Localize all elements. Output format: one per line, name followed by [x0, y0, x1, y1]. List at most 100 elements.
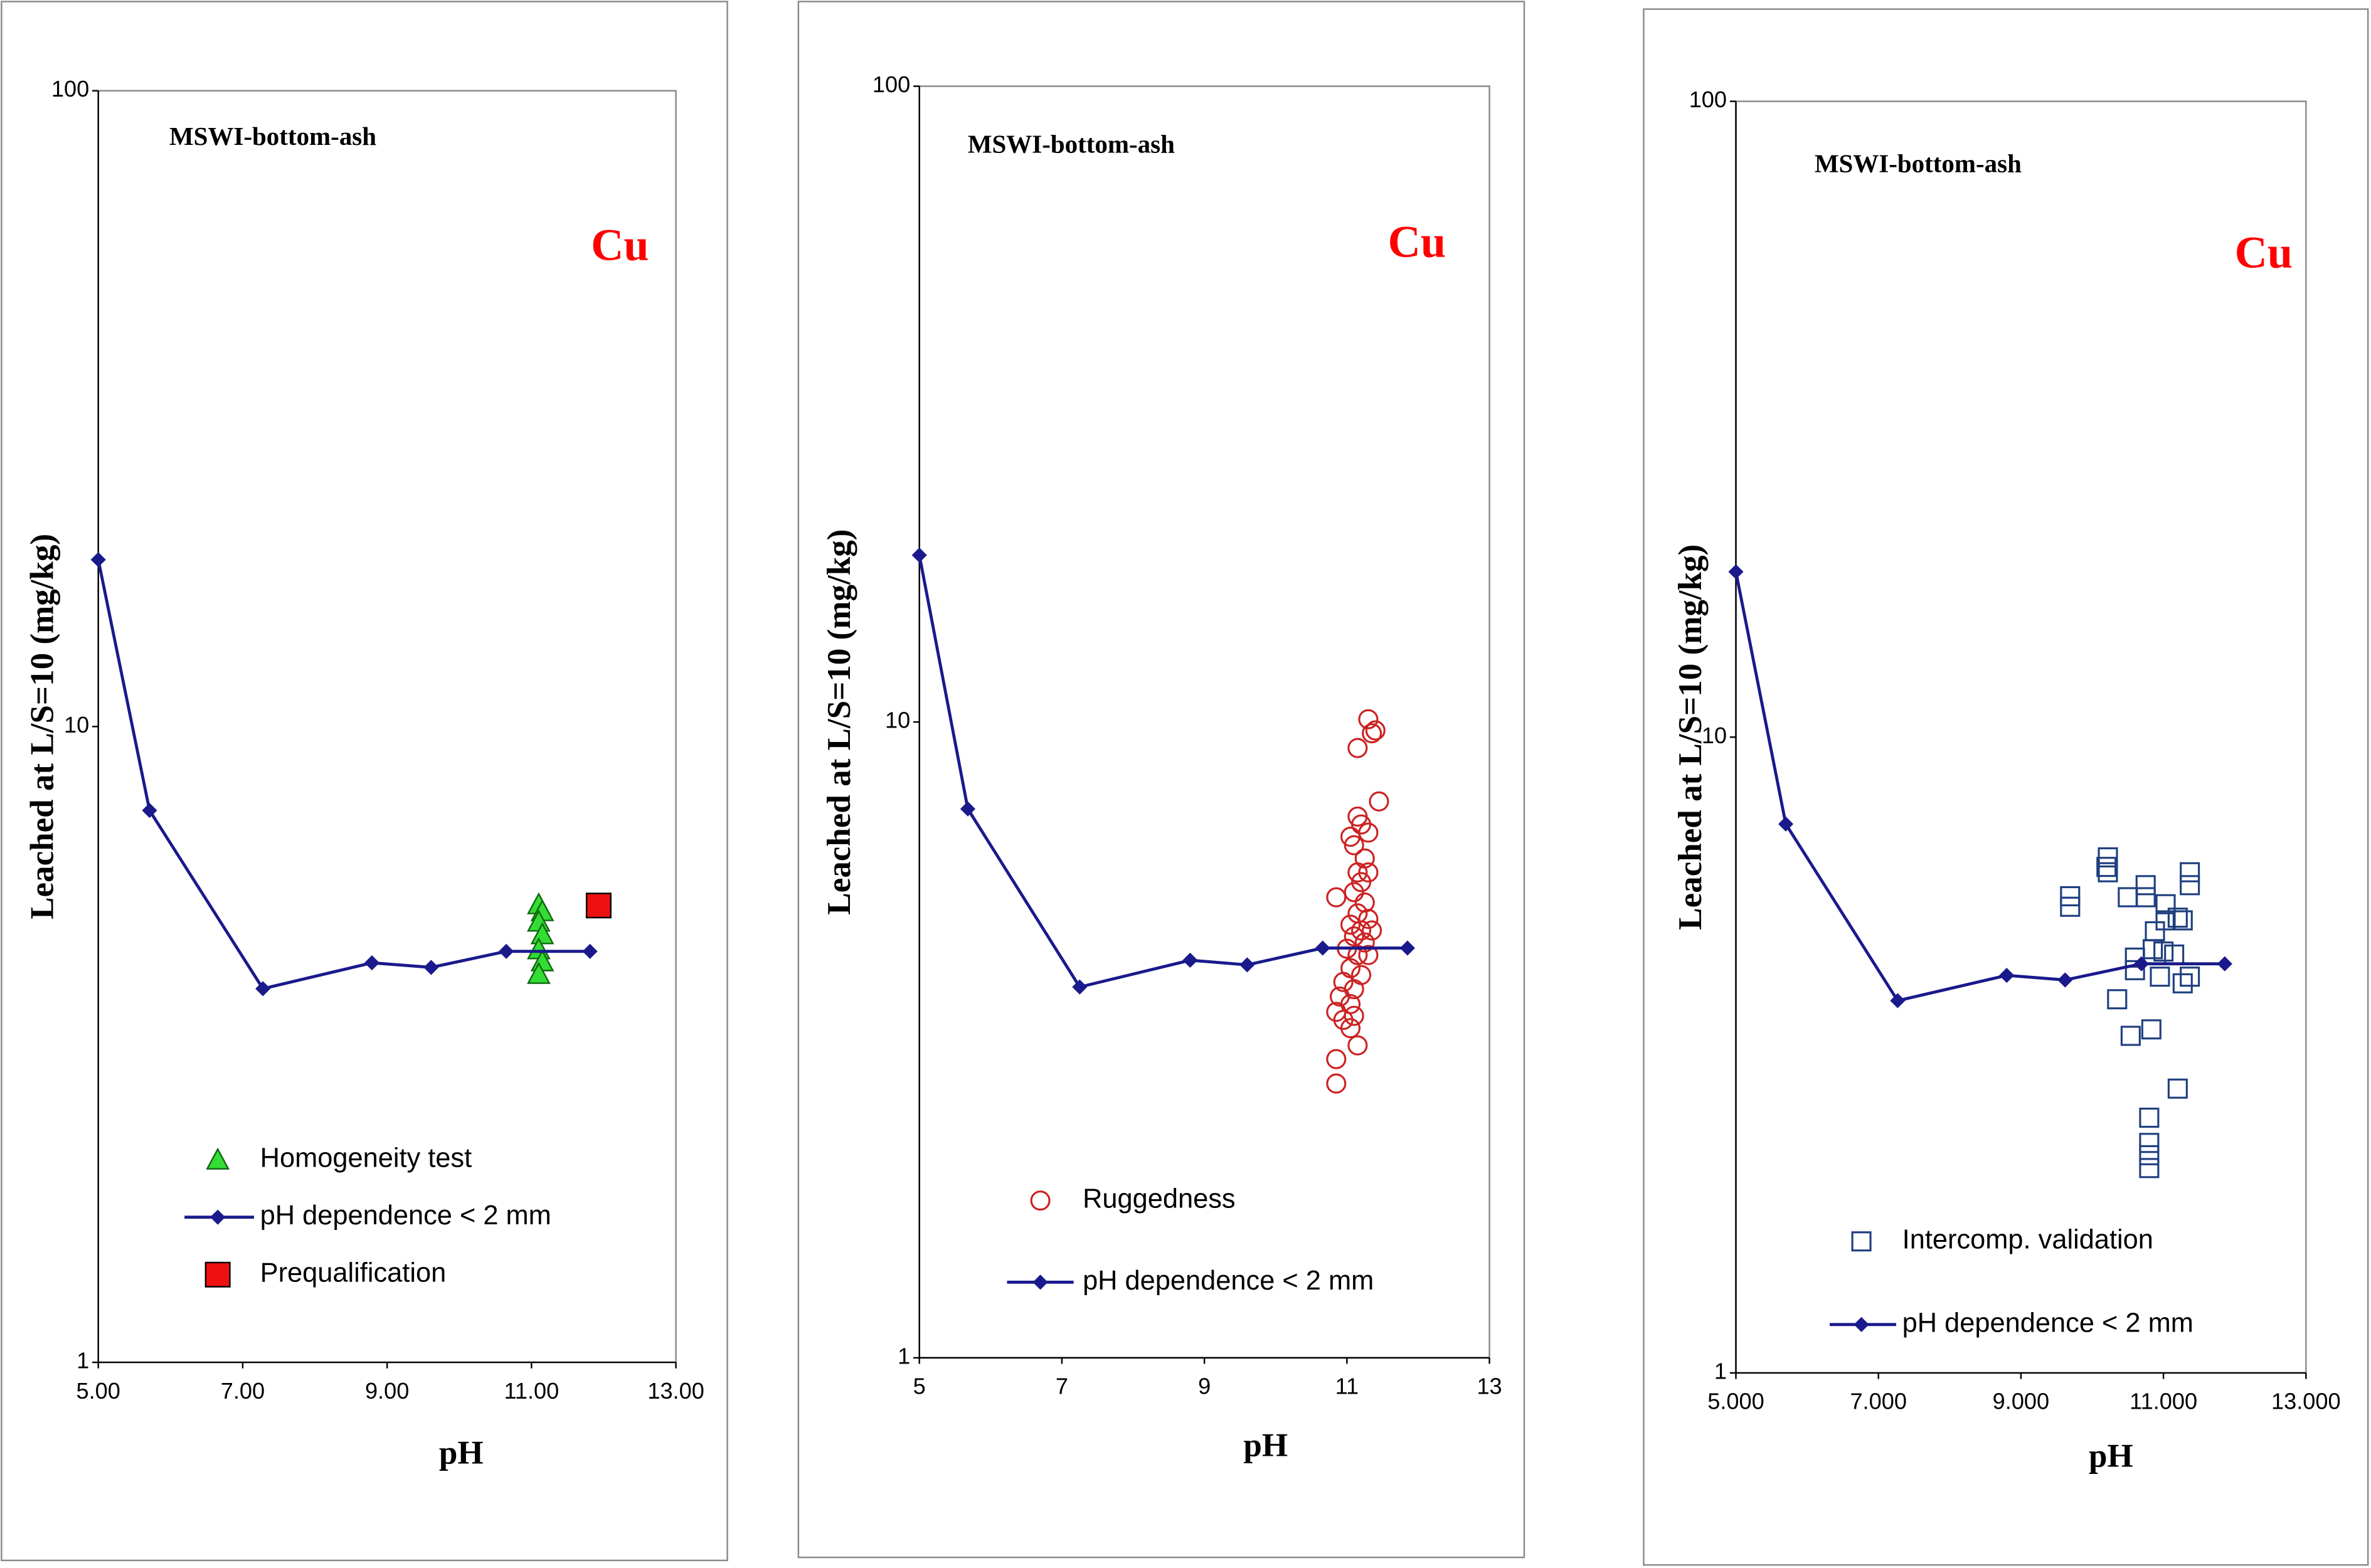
circle-marker	[1351, 872, 1372, 893]
square-marker	[2098, 862, 2118, 882]
x-tick-label: 9	[1198, 1374, 1211, 1399]
x-tick-label: 11	[1335, 1374, 1359, 1399]
legend-label: Prequalification	[260, 1258, 447, 1288]
circle-marker	[1358, 909, 1379, 930]
legend-label: pH dependence < 2 mm	[1902, 1308, 2193, 1338]
x-axis-label: pH	[439, 1435, 484, 1471]
y-tick-label: 1	[77, 1348, 89, 1374]
x-tick-label: 11.000	[2130, 1389, 2197, 1414]
circle-marker	[1329, 986, 1350, 1007]
square-marker	[2096, 857, 2117, 877]
square-marker	[2118, 887, 2138, 908]
diamond-marker	[582, 943, 598, 959]
diamond-marker	[364, 955, 380, 971]
circle-marker	[1344, 835, 1364, 856]
diamond-marker	[911, 548, 927, 563]
square-marker	[2167, 908, 2188, 928]
chart-panel: 1 10 100 5.00 7.00 9.00 11.00 13.00 MSWI-bottom-…	[1, 1, 728, 1562]
square-marker	[2139, 1145, 2160, 1165]
y-axis-label: Leached at L/S=10 (mg/kg)	[24, 534, 60, 919]
circle-marker	[1326, 1073, 1347, 1094]
square-marker	[2107, 989, 2128, 1010]
annotation: Cu	[1388, 217, 1446, 267]
square-marker	[2172, 910, 2193, 931]
x-tick-label: 11.00	[504, 1378, 559, 1404]
chart-panel: 1 10 100 5 7 9 11 13 MSWI-bottom-ash Cu pH Leached …	[797, 1, 1525, 1559]
diamond-marker	[1239, 957, 1255, 973]
y-tick-label: 1	[898, 1343, 910, 1369]
y-axis-label: Leached at L/S=10 (mg/kg)	[821, 529, 857, 915]
circle-marker	[1354, 932, 1375, 953]
square-marker	[2172, 973, 2193, 993]
circle-marker	[1365, 720, 1386, 741]
triangle-marker	[526, 961, 551, 984]
y-tick-label: 1	[1714, 1359, 1727, 1384]
legend-marker	[1851, 1231, 1872, 1252]
y-tick-label: 10	[885, 707, 910, 733]
legend-label: Intercomp. validation	[1902, 1225, 2153, 1255]
square-marker	[2180, 862, 2200, 882]
circle-marker	[1326, 887, 1347, 908]
circle-marker	[1326, 1049, 1347, 1069]
square-marker	[2139, 1158, 2160, 1179]
y-axis-label: Leached at L/S=10 (mg/kg)	[1672, 544, 1709, 930]
chart-title: MSWI-bottom-ash	[1815, 149, 2022, 178]
square-marker	[2180, 967, 2200, 987]
circle-marker	[1344, 926, 1364, 947]
legend-label: pH dependence < 2 mm	[260, 1200, 551, 1231]
square-marker	[2120, 1025, 2141, 1046]
circle-marker	[1358, 709, 1379, 729]
x-tick-label: 7.000	[1850, 1389, 1906, 1414]
circle-marker	[1358, 822, 1379, 843]
circle-marker	[1358, 945, 1379, 965]
diamond-marker	[2217, 956, 2232, 972]
x-tick-label: 5	[913, 1374, 926, 1399]
x-tick-label: 7	[1056, 1374, 1068, 1399]
x-tick-label: 9.000	[1993, 1389, 2049, 1414]
legend-marker	[1032, 1274, 1048, 1290]
square-marker	[2124, 960, 2145, 980]
panel-frame	[1643, 8, 2369, 1566]
square-marker	[2139, 1133, 2160, 1153]
square-marker	[2155, 894, 2176, 914]
diamond-marker	[1315, 940, 1330, 956]
square-marker	[2155, 910, 2176, 931]
triangle-marker	[530, 922, 554, 945]
square-marker	[2060, 896, 2081, 917]
circle-marker	[1333, 972, 1354, 992]
circle-marker	[1347, 738, 1368, 758]
circle-marker	[1369, 791, 1389, 812]
legend-marker	[204, 1261, 231, 1288]
circle-marker	[1344, 1005, 1364, 1026]
circle-marker	[1344, 882, 1364, 903]
x-tick-label: 13	[1477, 1374, 1502, 1399]
panel-frame	[1, 1, 728, 1562]
diamond-marker	[1728, 564, 1744, 580]
circle-marker	[1362, 723, 1382, 744]
legend-label: Ruggedness	[1083, 1184, 1236, 1214]
legend-label: Homogeneity test	[260, 1143, 472, 1173]
square-marker	[585, 893, 612, 919]
y-tick-label: 10	[1702, 723, 1727, 748]
diamond-marker	[1999, 968, 2015, 983]
square-marker	[2167, 1078, 2188, 1099]
annotation: Cu	[2235, 227, 2293, 277]
circle-marker	[1362, 920, 1382, 941]
diamond-marker	[90, 552, 106, 568]
circle-marker	[1340, 1018, 1361, 1039]
legend-marker	[1854, 1316, 1869, 1332]
circle-marker	[1347, 1035, 1368, 1056]
annotation: Cu	[591, 220, 649, 270]
chart-title: MSWI-bottom-ash	[169, 122, 376, 151]
circle-marker	[1347, 862, 1368, 883]
diamond-marker	[499, 943, 514, 959]
y-tick-label: 10	[64, 712, 89, 738]
square-marker	[2153, 941, 2174, 962]
x-tick-label: 7.00	[221, 1378, 265, 1404]
legend-marker	[1030, 1190, 1051, 1211]
square-marker	[2141, 1019, 2161, 1040]
square-marker	[2180, 875, 2200, 896]
circle-marker	[1351, 920, 1372, 941]
